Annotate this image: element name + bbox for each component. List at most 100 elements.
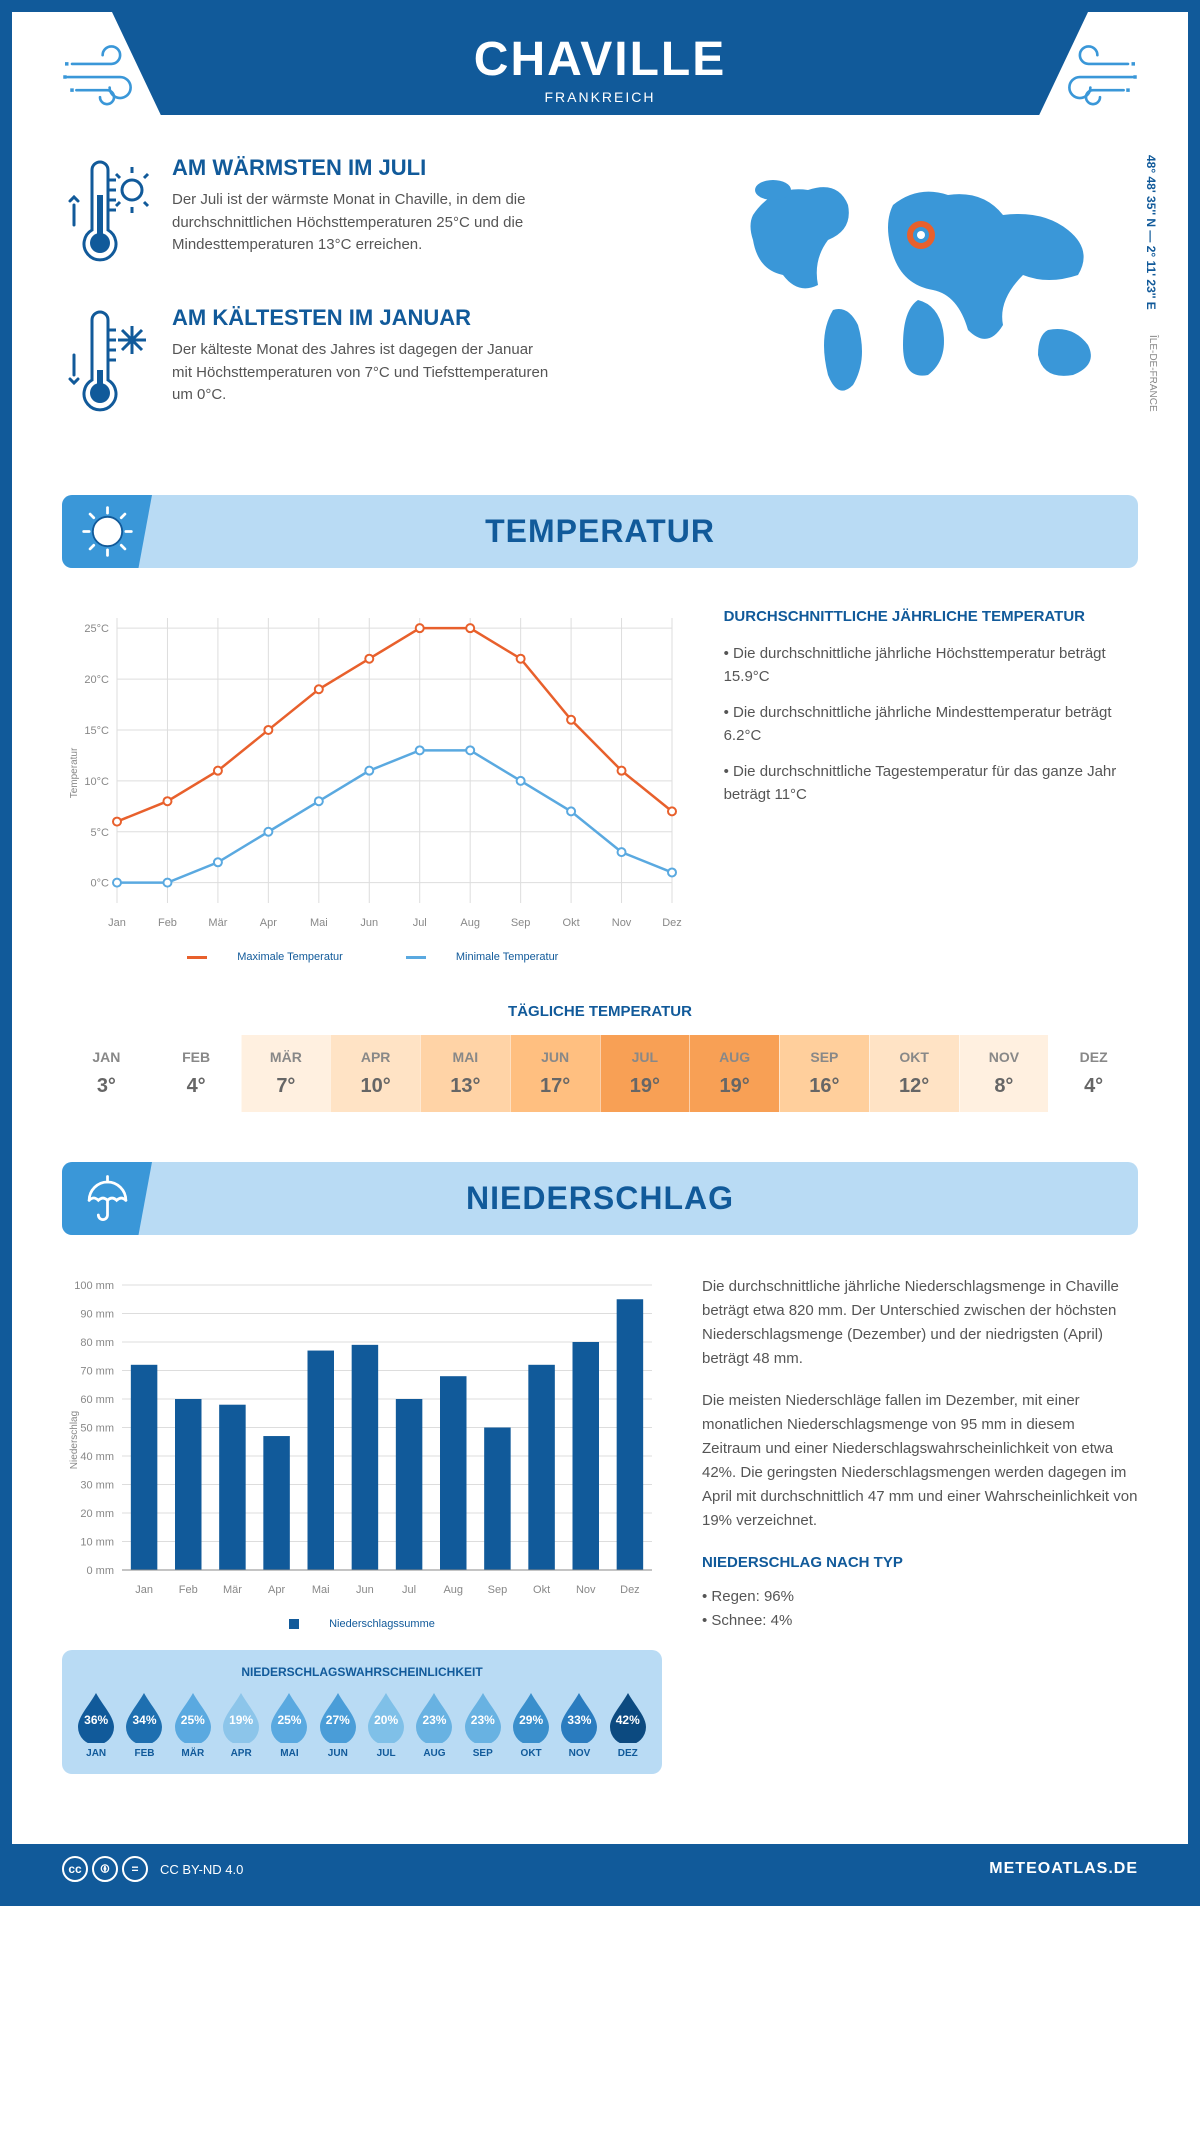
svg-text:40 mm: 40 mm [80,1451,114,1463]
precipitation-bar-chart: 0 mm10 mm20 mm30 mm40 mm50 mm60 mm70 mm8… [62,1275,662,1605]
precip-paragraph: Die durchschnittliche jährliche Niedersc… [702,1275,1138,1371]
daily-cell: MAI13° [420,1035,510,1112]
daily-cell: AUG19° [689,1035,779,1112]
daily-cell: JUN17° [510,1035,600,1112]
chart-legend: Niederschlagssumme [62,1618,662,1630]
svg-text:Mai: Mai [310,917,328,929]
svg-text:Nov: Nov [612,917,632,929]
svg-text:90 mm: 90 mm [80,1309,114,1321]
daily-cell: DEZ4° [1048,1035,1138,1112]
umbrella-icon [80,1171,135,1226]
summary-bullet: • Die durchschnittliche jährliche Höchst… [724,643,1138,688]
fact-title: AM WÄRMSTEN IM JULI [172,155,552,181]
temperature-summary: DURCHSCHNITTLICHE JÄHRLICHE TEMPERATUR •… [724,608,1138,963]
daily-cell: JUL19° [600,1035,690,1112]
svg-text:Mär: Mär [208,917,227,929]
svg-text:Apr: Apr [268,1584,285,1596]
coordinates: 48° 48' 35'' N — 2° 11' 23'' E [1144,155,1158,310]
probability-drop: 29%OKT [510,1691,552,1759]
svg-text:25°C: 25°C [84,623,109,635]
daily-temp-table: JAN3°FEB4°MÄR7°APR10°MAI13°JUN17°JUL19°A… [62,1035,1138,1112]
daily-cell: SEP16° [779,1035,869,1112]
svg-text:20°C: 20°C [84,674,109,686]
section-title: TEMPERATUR [62,513,1138,550]
probability-title: NIEDERSCHLAGSWAHRSCHEINLICHKEIT [72,1665,652,1679]
svg-text:Nov: Nov [576,1584,596,1596]
daily-cell: JAN3° [62,1035,151,1112]
daily-cell: MÄR7° [241,1035,331,1112]
daily-cell: FEB4° [151,1035,241,1112]
svg-text:Aug: Aug [460,917,480,929]
fact-text: Der kälteste Monat des Jahres ist dagege… [172,339,552,407]
svg-text:Apr: Apr [260,917,277,929]
section-header-precipitation: NIEDERSCHLAG [62,1162,1138,1235]
summary-bullet: • Die durchschnittliche jährliche Mindes… [724,702,1138,747]
svg-text:70 mm: 70 mm [80,1366,114,1378]
cc-license-icons: cc 🅯 = [62,1856,148,1882]
svg-text:0°C: 0°C [91,878,110,890]
thermometer-cold-icon [62,305,152,425]
svg-text:Jan: Jan [108,917,126,929]
probability-drop: 25%MÄR [172,1691,214,1759]
thermometer-hot-icon [62,155,152,275]
summary-bullet: • Die durchschnittliche Tagestemperatur … [724,761,1138,806]
svg-text:60 mm: 60 mm [80,1394,114,1406]
daily-temp-title: TÄGLICHE TEMPERATUR [62,1003,1138,1020]
svg-text:Feb: Feb [179,1584,198,1596]
svg-text:80 mm: 80 mm [80,1337,114,1349]
daily-cell: APR10° [330,1035,420,1112]
precip-type-title: NIEDERSCHLAG NACH TYP [702,1551,1138,1575]
probability-drop: 36%JAN [75,1691,117,1759]
svg-text:20 mm: 20 mm [80,1508,114,1520]
world-map: 48° 48' 35'' N — 2° 11' 23'' E ÎLE-DE-FR… [718,155,1138,455]
probability-drop: 23%SEP [462,1691,504,1759]
sun-icon [80,504,135,559]
svg-text:Niederschlag: Niederschlag [69,1411,80,1469]
summary-title: DURCHSCHNITTLICHE JÄHRLICHE TEMPERATUR [724,608,1138,625]
section-title: NIEDERSCHLAG [62,1180,1138,1217]
svg-text:Jun: Jun [360,917,378,929]
svg-text:Sep: Sep [488,1584,508,1596]
svg-text:Feb: Feb [158,917,177,929]
svg-text:10 mm: 10 mm [80,1537,114,1549]
precip-paragraph: Die meisten Niederschläge fallen im Deze… [702,1389,1138,1533]
chart-legend: Maximale Temperatur Minimale Temperatur [62,951,684,963]
infographic-page: CHAVILLE FRANKREICH [0,0,1200,1906]
probability-drop: 33%NOV [558,1691,600,1759]
probability-drop: 42%DEZ [607,1691,649,1759]
svg-text:0 mm: 0 mm [87,1565,115,1577]
svg-text:10°C: 10°C [84,776,109,788]
probability-drop: 20%JUL [365,1691,407,1759]
fact-warmest: AM WÄRMSTEN IM JULI Der Juli ist der wär… [62,155,678,275]
country-name: FRANKREICH [112,89,1088,105]
svg-text:Dez: Dez [620,1584,640,1596]
region-label: ÎLE-DE-FRANCE [1147,335,1158,412]
probability-drop: 19%APR [220,1691,262,1759]
precip-type-item: • Regen: 96% [702,1585,1138,1609]
svg-text:Okt: Okt [563,917,580,929]
svg-text:Jul: Jul [413,917,427,929]
precipitation-probability-box: NIEDERSCHLAGSWAHRSCHEINLICHKEIT 36%JAN34… [62,1650,662,1774]
svg-text:Aug: Aug [443,1584,463,1596]
svg-text:Temperatur: Temperatur [69,747,80,798]
precip-type-item: • Schnee: 4% [702,1609,1138,1633]
svg-text:100 mm: 100 mm [74,1280,114,1292]
temperature-line-chart: 0°C5°C10°C15°C20°C25°CJanFebMärAprMaiJun… [62,608,684,963]
section-header-temperature: TEMPERATUR [62,495,1138,568]
precipitation-text: Die durchschnittliche jährliche Niedersc… [702,1275,1138,1774]
svg-text:15°C: 15°C [84,725,109,737]
svg-text:Dez: Dez [662,917,682,929]
daily-cell: NOV8° [959,1035,1049,1112]
svg-text:Jul: Jul [402,1584,416,1596]
svg-text:Mär: Mär [223,1584,242,1596]
svg-text:Mai: Mai [312,1584,330,1596]
daily-cell: OKT12° [869,1035,959,1112]
probability-drop: 25%MAI [268,1691,310,1759]
probability-drop: 23%AUG [413,1691,455,1759]
svg-text:30 mm: 30 mm [80,1480,114,1492]
svg-text:Jun: Jun [356,1584,374,1596]
title-banner: CHAVILLE FRANKREICH [112,12,1088,115]
footer: cc 🅯 = CC BY-ND 4.0 METEOATLAS.DE [12,1844,1188,1894]
fact-text: Der Juli ist der wärmste Monat in Chavil… [172,189,552,257]
svg-text:Jan: Jan [135,1584,153,1596]
